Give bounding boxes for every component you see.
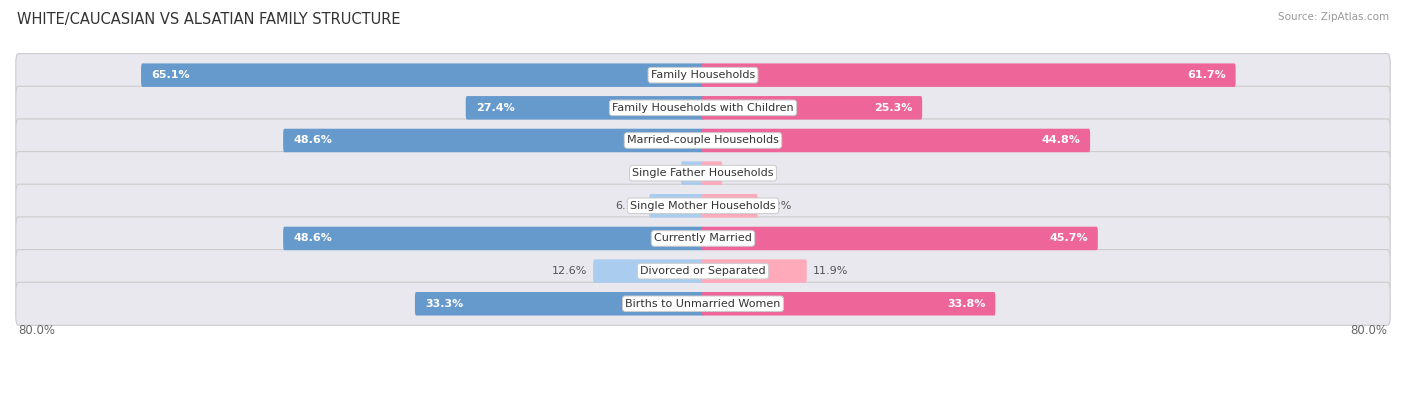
FancyBboxPatch shape <box>702 227 1098 250</box>
Text: 12.6%: 12.6% <box>553 266 588 276</box>
FancyBboxPatch shape <box>415 292 704 316</box>
Text: 48.6%: 48.6% <box>292 135 332 145</box>
Text: 33.8%: 33.8% <box>948 299 986 309</box>
FancyBboxPatch shape <box>465 96 704 120</box>
Text: 11.9%: 11.9% <box>813 266 848 276</box>
Text: Single Mother Households: Single Mother Households <box>630 201 776 211</box>
FancyBboxPatch shape <box>15 54 1391 97</box>
Text: 27.4%: 27.4% <box>475 103 515 113</box>
Text: 6.1%: 6.1% <box>616 201 644 211</box>
Text: 2.1%: 2.1% <box>728 168 756 178</box>
FancyBboxPatch shape <box>702 129 1090 152</box>
FancyBboxPatch shape <box>702 162 723 185</box>
FancyBboxPatch shape <box>15 152 1391 195</box>
Text: Family Households with Children: Family Households with Children <box>612 103 794 113</box>
FancyBboxPatch shape <box>593 260 704 283</box>
FancyBboxPatch shape <box>702 292 995 316</box>
FancyBboxPatch shape <box>15 282 1391 325</box>
FancyBboxPatch shape <box>650 194 704 218</box>
Text: 80.0%: 80.0% <box>1351 324 1388 337</box>
FancyBboxPatch shape <box>702 260 807 283</box>
FancyBboxPatch shape <box>15 250 1391 293</box>
Text: Source: ZipAtlas.com: Source: ZipAtlas.com <box>1278 12 1389 22</box>
FancyBboxPatch shape <box>702 64 1236 87</box>
FancyBboxPatch shape <box>15 86 1391 130</box>
FancyBboxPatch shape <box>681 162 704 185</box>
Text: Single Father Households: Single Father Households <box>633 168 773 178</box>
Text: 65.1%: 65.1% <box>150 70 190 80</box>
FancyBboxPatch shape <box>141 64 704 87</box>
Text: Births to Unmarried Women: Births to Unmarried Women <box>626 299 780 309</box>
FancyBboxPatch shape <box>15 184 1391 228</box>
FancyBboxPatch shape <box>283 129 704 152</box>
Text: 25.3%: 25.3% <box>875 103 912 113</box>
Text: Married-couple Households: Married-couple Households <box>627 135 779 145</box>
Text: 61.7%: 61.7% <box>1187 70 1226 80</box>
Text: 80.0%: 80.0% <box>18 324 55 337</box>
Text: 2.4%: 2.4% <box>647 168 675 178</box>
FancyBboxPatch shape <box>702 194 758 218</box>
Text: 48.6%: 48.6% <box>292 233 332 243</box>
Text: 45.7%: 45.7% <box>1049 233 1088 243</box>
Text: Divorced or Separated: Divorced or Separated <box>640 266 766 276</box>
FancyBboxPatch shape <box>283 227 704 250</box>
Text: 33.3%: 33.3% <box>425 299 463 309</box>
FancyBboxPatch shape <box>15 119 1391 162</box>
FancyBboxPatch shape <box>702 96 922 120</box>
FancyBboxPatch shape <box>15 217 1391 260</box>
Text: WHITE/CAUCASIAN VS ALSATIAN FAMILY STRUCTURE: WHITE/CAUCASIAN VS ALSATIAN FAMILY STRUC… <box>17 12 401 27</box>
Text: Family Households: Family Households <box>651 70 755 80</box>
Text: Currently Married: Currently Married <box>654 233 752 243</box>
Text: 6.2%: 6.2% <box>763 201 792 211</box>
Text: 44.8%: 44.8% <box>1042 135 1080 145</box>
